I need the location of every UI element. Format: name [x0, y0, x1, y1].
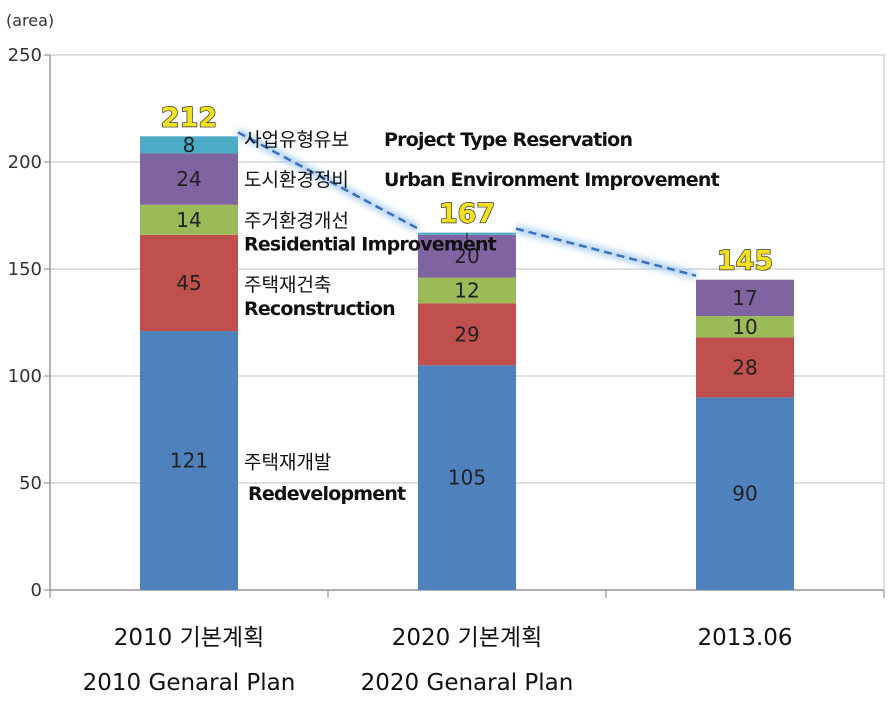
- data-label: 20: [454, 244, 479, 268]
- y-tick-label: 200: [8, 152, 42, 173]
- legend-label-en: Reconstruction: [244, 298, 395, 320]
- bar-segment: [140, 331, 238, 590]
- y-axis-unit-label: (area): [6, 11, 54, 30]
- category-label-en: 2020 Genaral Plan: [361, 670, 574, 696]
- legend-label-en: Project Type Reservation: [384, 129, 632, 151]
- legend-label-en: Residential Improvement: [244, 234, 497, 256]
- data-label: 105: [448, 466, 486, 490]
- category-label: 2013.06: [697, 625, 792, 651]
- data-label: 14: [176, 208, 201, 232]
- data-label: 45: [176, 271, 201, 295]
- data-label: 12: [454, 278, 479, 302]
- data-label: 8: [183, 133, 196, 157]
- bar-segment: [696, 397, 794, 590]
- total-label: 212: [161, 102, 217, 133]
- legend-label-en: Redevelopment: [248, 483, 406, 505]
- data-label: 90: [732, 482, 757, 506]
- bar-segment: [140, 204, 238, 235]
- bar-segment: [696, 316, 794, 338]
- legend-label-kr: 도시환경정비: [244, 169, 349, 191]
- y-tick-label: 150: [8, 259, 42, 280]
- legend-label-kr: 주택재건축: [244, 274, 331, 296]
- legend-label-kr: 사업유형유보: [244, 129, 349, 151]
- category-label-en: 2010 Genaral Plan: [83, 670, 296, 696]
- y-tick-label: 0: [31, 580, 42, 601]
- data-label: 17: [732, 286, 757, 310]
- category-label: 2020 기본계획: [392, 625, 542, 651]
- bar-segment: [418, 365, 516, 590]
- bar-segment: [696, 337, 794, 398]
- legend-label-en: Urban Environment Improvement: [384, 169, 720, 191]
- y-tick-label: 250: [8, 45, 42, 66]
- data-label: 10: [732, 315, 757, 339]
- data-label: 121: [170, 449, 208, 473]
- data-label: 28: [732, 355, 757, 379]
- category-label: 2010 기본계획: [114, 625, 264, 651]
- bar-segment: [140, 136, 238, 154]
- bar-segment: [418, 277, 516, 304]
- bar-segment: [140, 153, 238, 205]
- bar-segment: [140, 234, 238, 332]
- plot-area: 0 50 100 150 200 250 121 45 14 24 8 105 29 12 20 90 28 10…: [8, 45, 885, 696]
- bar-segment: [418, 303, 516, 366]
- total-label: 145: [717, 246, 773, 277]
- legend-label-kr: 주거환경개선: [244, 210, 349, 232]
- data-label: 29: [454, 322, 479, 346]
- data-label: 24: [176, 167, 201, 191]
- y-tick-label: 100: [8, 366, 42, 387]
- y-tick-label: 50: [19, 473, 42, 494]
- total-label: 167: [439, 199, 495, 230]
- bar-segment: [696, 279, 794, 317]
- trend-line: [237, 131, 419, 230]
- legend-label-kr: 주택재개발: [244, 452, 331, 474]
- trend-line: [515, 227, 697, 277]
